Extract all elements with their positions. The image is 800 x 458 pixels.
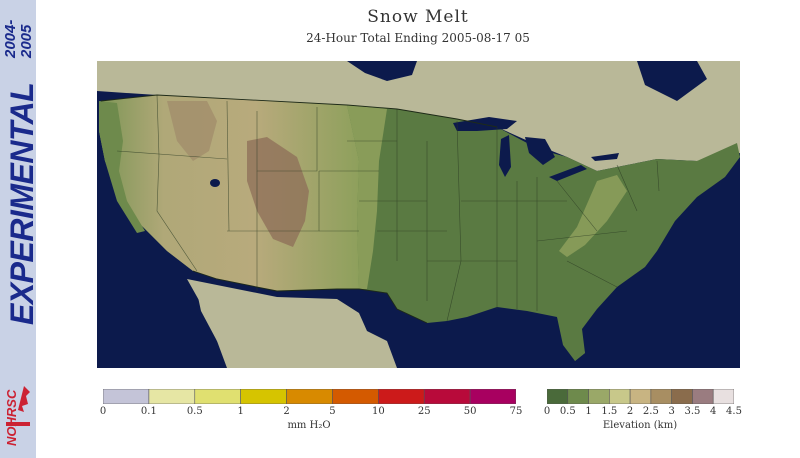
melt-swatch	[103, 389, 150, 404]
snow-melt-map	[97, 61, 740, 368]
melt-swatch	[469, 389, 516, 404]
elevation-tick-label: 3.5	[684, 406, 701, 417]
nohrsc-logo-text: NOHRSC	[4, 389, 19, 446]
sidebar-banner: 2004- 2005 EXPERIMENTAL NOHRSC	[0, 0, 40, 458]
elevation-swatch	[609, 389, 631, 404]
melt-swatch	[378, 389, 425, 404]
northern-rockies	[167, 101, 217, 161]
melt-tick-label: 25	[417, 406, 431, 417]
melt-tick-label: 75	[509, 406, 523, 417]
elevation-swatch	[712, 389, 734, 404]
state-boundaries	[116, 94, 660, 322]
season-year-start: 2004-	[2, 19, 19, 58]
melt-tick-label: 1	[237, 406, 244, 417]
baja-california	[195, 283, 247, 367]
great-salt-lake	[210, 179, 220, 187]
elevation-tick-label: 3	[668, 406, 675, 417]
elevation-swatch	[671, 389, 693, 404]
lake-superior	[453, 117, 517, 131]
melt-swatch	[194, 389, 241, 404]
melt-swatch	[148, 389, 196, 404]
melt-tick-label: 0	[99, 406, 107, 417]
melt-tick-label: 0.5	[186, 406, 203, 417]
elevation-tick-label: 4.5	[726, 406, 742, 417]
melt-tick-label: 50	[463, 406, 477, 417]
elevation-tick-label: 0.5	[559, 406, 576, 417]
melt-colorbar-unit: mm H₂O	[287, 420, 331, 431]
mexico-landmass	[187, 279, 397, 368]
melt-tick-label: 0.1	[140, 406, 157, 417]
gulf-of-st-lawrence	[637, 61, 707, 101]
melt-tick-label: 2	[283, 406, 290, 417]
elevation-tick-label: 1	[585, 406, 592, 417]
elevation-tick-label: 2.5	[642, 406, 659, 417]
lake-huron	[525, 137, 555, 165]
elevation-swatch	[629, 389, 652, 404]
great-plains	[347, 105, 387, 289]
elevation-swatch	[650, 389, 672, 404]
season-label: 2004- 2005	[0, 2, 36, 62]
canada-landmass	[97, 61, 740, 171]
national-borders	[100, 94, 498, 324]
lake-michigan	[499, 135, 511, 177]
melt-swatch	[423, 389, 471, 404]
melt-tick-label: 10	[371, 406, 385, 417]
melt-swatch	[240, 389, 287, 404]
elevation-swatch	[567, 389, 589, 404]
northern-water	[347, 61, 417, 81]
elevation-tick-label: 4	[710, 406, 717, 417]
elevation-swatch	[547, 389, 569, 404]
florida	[557, 313, 585, 361]
lake-erie	[549, 165, 587, 181]
lake-ontario	[591, 153, 619, 161]
elevation-swatch	[588, 389, 610, 404]
elevation-colorbar-unit: Elevation (km)	[602, 420, 678, 431]
experimental-label: EXPERIMENTAL	[4, 82, 40, 325]
map-subtitle: 24-Hour Total Ending 2005-08-17 05	[306, 31, 530, 45]
elevation-tick-label: 2	[626, 406, 634, 417]
melt-tick-label: 5	[329, 406, 336, 417]
melt-swatch	[332, 389, 379, 404]
pacific-coast-range	[99, 101, 145, 233]
rocky-mountains	[247, 137, 309, 247]
elevation-tick-label: 1.5	[601, 406, 618, 417]
melt-swatch	[286, 389, 333, 404]
elevation-swatch	[692, 389, 714, 404]
elevation-colorbar	[547, 389, 734, 404]
map-title: Snow Melt	[367, 7, 469, 27]
nohrsc-logo	[6, 386, 30, 426]
melt-colorbar	[103, 389, 516, 404]
elevation-tick-label: 0	[543, 406, 551, 417]
season-year-end: 2005	[18, 24, 35, 58]
